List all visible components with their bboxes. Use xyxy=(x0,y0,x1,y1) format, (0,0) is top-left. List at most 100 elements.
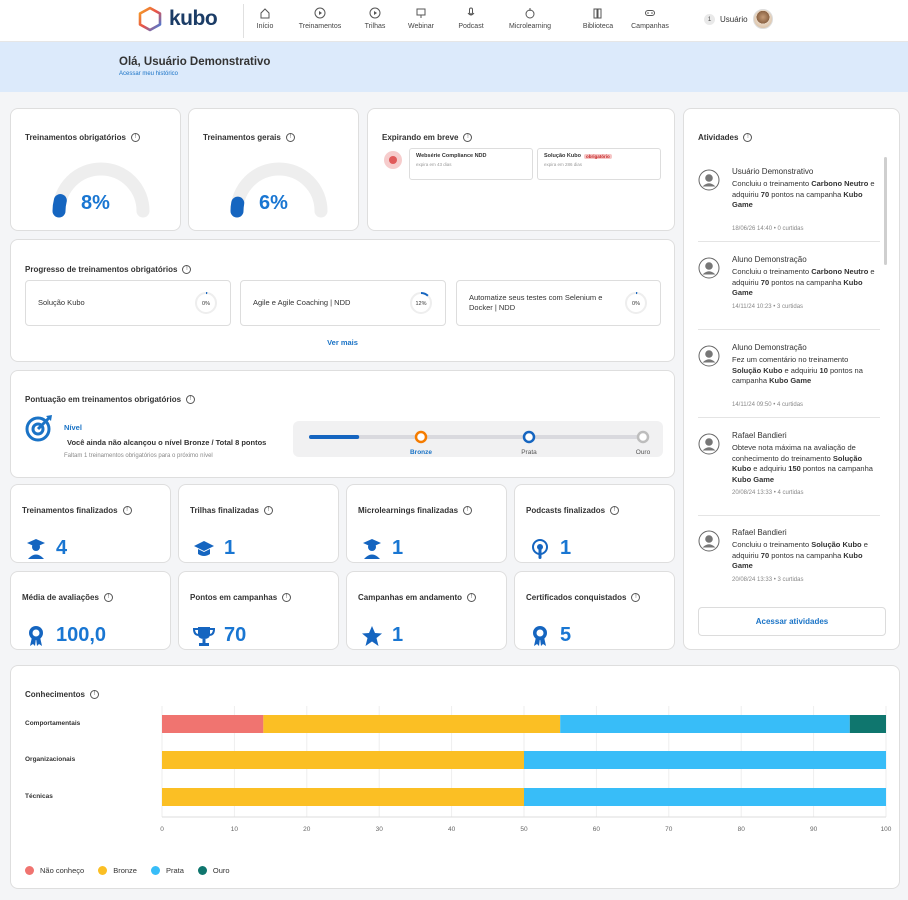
info-icon[interactable]: ! xyxy=(122,506,132,515)
bronze-marker xyxy=(414,430,428,444)
info-icon[interactable]: ! xyxy=(182,265,192,274)
graduation-cap-icon xyxy=(194,540,214,556)
stat-title: Média de avaliações! xyxy=(22,593,113,602)
stat-card: Podcasts finalizados! 1 xyxy=(514,484,675,563)
microlearning-icon xyxy=(525,8,535,19)
nav-label: Microlearning xyxy=(508,23,552,30)
top-bar: kubo Início Treinamentos Trilhas Webinar Pod… xyxy=(0,0,908,42)
nav-item-trilhas[interactable]: Trilhas xyxy=(340,7,410,30)
activity-user-name: Aluno Demonstração xyxy=(732,343,807,352)
expiring-card: Expirando em breve! Websérie Compliance … xyxy=(367,108,675,231)
training-name: Solução Kubo xyxy=(38,298,85,307)
category-label: Técnicas xyxy=(25,793,53,800)
legend-swatch xyxy=(25,866,34,875)
notification-count[interactable]: 1 xyxy=(704,13,715,25)
clock-icon xyxy=(384,151,402,169)
progress-item[interactable]: Solução Kubo 0% xyxy=(25,280,231,326)
activity-text: Fez um comentário no treinamento Solução… xyxy=(732,355,863,385)
activity-text: Concluiu o treinamento Solução Kubo e ad… xyxy=(732,540,868,570)
nav-item-microlearning[interactable]: Microlearning xyxy=(495,7,565,30)
nav-label: Podcast xyxy=(458,23,484,30)
activity-meta: 18/06/26 14:40 • 0 curtidas xyxy=(732,226,804,232)
info-icon[interactable]: ! xyxy=(130,133,140,142)
nav-label: Início xyxy=(256,23,274,30)
info-icon[interactable]: ! xyxy=(743,133,753,142)
logo[interactable]: kubo xyxy=(137,6,218,32)
legend-item[interactable]: Ouro xyxy=(197,866,230,875)
expiring-item[interactable]: Websérie Compliance NDD expira em 43 dia… xyxy=(409,148,533,180)
stat-card: Trilhas finalizadas! 1 xyxy=(178,484,339,563)
info-icon[interactable]: ! xyxy=(463,133,473,142)
activities-card: Atividades! Usuário Demonstrativo Conclu… xyxy=(683,108,900,650)
nav-item-campanhas[interactable]: Campanhas xyxy=(615,7,685,30)
info-icon[interactable]: ! xyxy=(610,506,620,515)
legend-item[interactable]: Prata xyxy=(150,866,184,875)
microphone-icon xyxy=(467,7,475,16)
category-label: Comportamentais xyxy=(25,720,81,727)
greeting-title: Olá, Usuário Demonstrativo xyxy=(119,56,271,68)
svg-text:12%: 12% xyxy=(415,301,426,307)
level-status: Você ainda não alcançou o nível Bronze /… xyxy=(67,438,267,447)
graduate-icon xyxy=(363,538,381,559)
nav-item-webinar[interactable]: Webinar xyxy=(386,7,456,30)
stat-title: Podcasts finalizados! xyxy=(526,506,620,515)
info-icon[interactable]: ! xyxy=(186,395,196,404)
level-hint: Faltam 1 treinamentos obrigatórios para … xyxy=(64,453,213,459)
stat-title: Microlearnings finalizadas! xyxy=(358,506,473,515)
x-tick-label: 80 xyxy=(738,826,746,833)
legend-label: Prata xyxy=(165,866,184,875)
info-icon[interactable]: ! xyxy=(103,593,113,602)
stat-value: 1 xyxy=(560,537,572,559)
nav-item-biblioteca[interactable]: Biblioteca xyxy=(563,7,633,30)
mandatory-trainings-title: Treinamentos obrigatórios! xyxy=(25,133,140,142)
svg-text:0%: 0% xyxy=(632,301,640,307)
bar-segment xyxy=(524,751,886,769)
info-icon[interactable]: ! xyxy=(263,506,273,515)
info-icon[interactable]: ! xyxy=(467,593,477,602)
level-progress: Bronze Prata Ouro xyxy=(309,430,651,456)
bar-segment xyxy=(849,715,886,733)
stat-value-row: 5 xyxy=(529,624,571,647)
view-activities-button[interactable]: Acessar atividades xyxy=(698,607,886,636)
nav-item-treinamentos[interactable]: Treinamentos xyxy=(285,7,355,30)
stat-value: 100,0 xyxy=(56,624,107,646)
legend-label: Ouro xyxy=(212,866,230,875)
expiring-title: Expirando em breve! xyxy=(382,133,473,142)
x-tick-label: 90 xyxy=(810,826,818,833)
mandatory-tag: obrigatório xyxy=(583,153,612,159)
legend-item[interactable]: Bronze xyxy=(98,866,137,875)
info-icon[interactable]: ! xyxy=(90,690,100,699)
stat-card: Pontos em campanhas! 70 xyxy=(178,571,339,650)
info-icon[interactable]: ! xyxy=(282,593,292,602)
user-menu[interactable]: 1 Usuário xyxy=(704,9,773,29)
stat-title: Certificados conquistados! xyxy=(526,593,641,602)
progress-ring: 12% xyxy=(410,292,432,314)
info-icon[interactable]: ! xyxy=(631,593,641,602)
user-name[interactable]: Usuário xyxy=(720,14,748,24)
activity-divider xyxy=(698,515,880,516)
award-icon xyxy=(533,625,547,646)
info-icon[interactable]: ! xyxy=(463,506,473,515)
history-link[interactable]: Acessar meu histórico xyxy=(119,71,179,77)
activity-meta: 14/11/24 09:50 • 4 curtidas xyxy=(732,402,804,408)
stat-card: Certificados conquistados! 5 xyxy=(514,571,675,650)
info-icon[interactable]: ! xyxy=(285,133,295,142)
x-tick-label: 70 xyxy=(665,826,673,833)
nav-item-inicio[interactable]: Início xyxy=(230,7,300,30)
avatar[interactable] xyxy=(752,9,773,29)
stat-value: 1 xyxy=(224,537,236,559)
legend-item[interactable]: Não conheço xyxy=(25,866,84,875)
nav-label: Campanhas xyxy=(631,23,669,30)
nav-item-podcast[interactable]: Podcast xyxy=(436,7,506,30)
progress-item[interactable]: Agile e Agile Coaching | NDD 12% xyxy=(240,280,446,326)
progress-item[interactable]: Automatize seus testes com Selenium e Do… xyxy=(456,280,661,326)
trophy-icon xyxy=(193,626,215,646)
user-avatar-icon xyxy=(698,345,720,367)
training-name: Automatize seus testes com Selenium e Do… xyxy=(469,293,603,312)
see-more-link[interactable]: Ver mais xyxy=(327,338,358,347)
expiring-item[interactable]: Solução Kubo obrigatório expira em 286 di… xyxy=(537,148,661,180)
x-tick-label: 50 xyxy=(520,826,528,833)
scrollbar[interactable] xyxy=(884,157,887,265)
user-avatar-icon xyxy=(698,169,720,191)
stat-title: Pontos em campanhas! xyxy=(190,593,292,602)
